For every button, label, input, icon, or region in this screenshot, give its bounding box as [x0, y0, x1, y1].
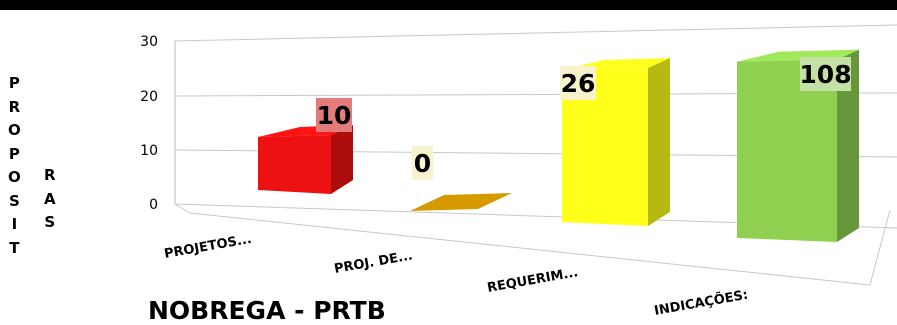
- y-axis-label-letter: O: [8, 168, 21, 186]
- chart-title: NOBREGA - PRTB: [148, 296, 386, 325]
- category-label: PROJ. DE...: [333, 248, 414, 277]
- gridline: [174, 24, 897, 42]
- category-label: REQUERIM...: [486, 265, 579, 296]
- y-axis-label-letter: O: [8, 121, 21, 139]
- data-label: 26: [561, 69, 596, 98]
- data-label: 0: [414, 149, 431, 178]
- y-axis-label-letter: T: [9, 238, 20, 257]
- bar: 26: [560, 58, 670, 226]
- bar: 108: [737, 49, 859, 242]
- data-label: 108: [799, 60, 851, 89]
- y-axis-label-letter: P: [8, 144, 20, 163]
- y-axis-label-letter: P: [8, 74, 20, 92]
- bars: 10 0 26 108: [258, 49, 859, 242]
- y-axis-label-letter: S: [44, 213, 56, 231]
- floor-edge: [174, 203, 891, 286]
- y-axis-label-letter: S: [8, 191, 20, 210]
- bar: 0: [410, 146, 512, 211]
- y-tick-label: 20: [140, 89, 158, 105]
- y-axis-label-letter: R: [8, 97, 21, 116]
- y-tick-label: 10: [140, 143, 158, 159]
- y-axis-label-letter: I: [11, 215, 18, 233]
- y-tick-label: 0: [149, 197, 158, 213]
- top-black-bar: [0, 0, 897, 10]
- y-axis-label-letter: A: [44, 189, 56, 208]
- category-label: PROJETOS...: [163, 232, 253, 262]
- y-tick-labels: 0 10 20 30: [140, 34, 158, 213]
- data-label: 10: [317, 101, 352, 130]
- bar: 10: [258, 98, 353, 194]
- category-label: INDICAÇÕES:: [653, 287, 749, 319]
- y-tick-label: 30: [140, 34, 158, 50]
- y-axis-label-letter: R: [44, 166, 56, 184]
